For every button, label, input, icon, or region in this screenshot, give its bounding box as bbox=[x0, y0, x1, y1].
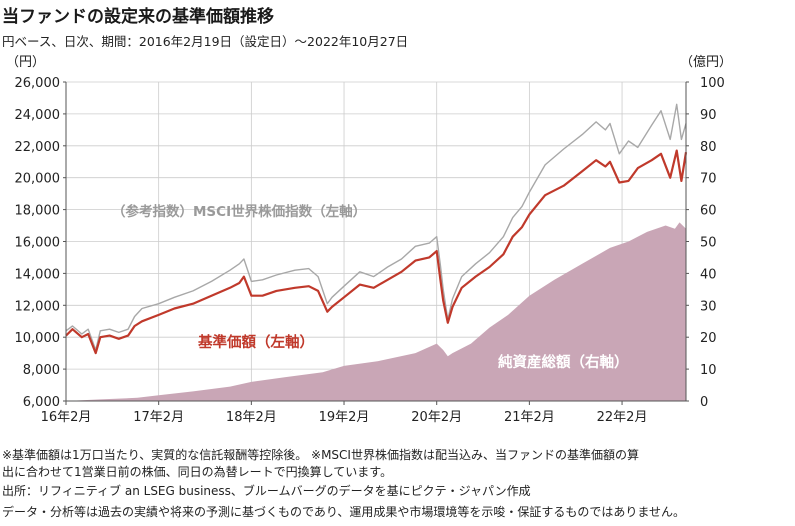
left-tick-label: 12,000 bbox=[15, 299, 61, 314]
footnote-source: 出所：リフィニティブ an LSEG business、ブルームバーグのデータを… bbox=[2, 484, 531, 498]
left-tick-label: 26,000 bbox=[15, 76, 61, 91]
x-tick-label: 17年2月 bbox=[133, 410, 184, 425]
nav-line bbox=[65, 149, 688, 355]
right-tick-label: 20 bbox=[700, 331, 717, 346]
left-tick-label: 18,000 bbox=[15, 204, 61, 219]
right-tick-label: 70 bbox=[700, 172, 717, 187]
chart-area: 6,000 0 8,000 10 10,000 20 12,000 30 14,000 40 16,… bbox=[6, 54, 732, 425]
msci-series-label: （参考指数）MSCI世界株価指数（左軸） bbox=[112, 203, 366, 220]
x-tick-label: 19年2月 bbox=[319, 410, 370, 425]
msci-line bbox=[65, 103, 687, 351]
x-tick-label: 21年2月 bbox=[504, 410, 555, 425]
aum-area-series bbox=[66, 222, 686, 401]
chart-title: 当ファンドの設定来の基準価額推移 bbox=[2, 7, 274, 27]
footnote-1: ※基準価額は1万口当たり、実質的な信託報酬等控除後。 ※MSCI世界株価指数は配… bbox=[2, 448, 639, 462]
msci-line-series bbox=[65, 103, 687, 351]
footnote-disclaimer: データ・分析等は過去の実績や将来の予測に基づくものであり、運用成果や市場環境等を… bbox=[2, 505, 686, 519]
left-tick-label: 8,000 bbox=[23, 363, 60, 378]
left-tick-label: 20,000 bbox=[15, 172, 61, 187]
footnote-2: 出に合わせて1営業日前の株価、同日の為替レートで円換算しています。 bbox=[2, 465, 393, 479]
left-axis-unit: （円） bbox=[6, 55, 45, 70]
nav-line-series bbox=[65, 149, 688, 355]
x-tick-label: 22年2月 bbox=[597, 410, 648, 425]
left-tick-label: 6,000 bbox=[23, 395, 60, 410]
right-tick-label: 100 bbox=[700, 76, 725, 91]
x-tick-label: 18年2月 bbox=[226, 410, 277, 425]
left-tick-label: 16,000 bbox=[15, 236, 61, 251]
annotations: （参考指数）MSCI世界株価指数（左軸） 基準価額（左軸） 純資産総額（右軸） bbox=[112, 203, 629, 371]
right-tick-label: 0 bbox=[700, 395, 708, 410]
aum-series-label: 純資産総額（右軸） bbox=[498, 353, 629, 371]
left-tick-label: 14,000 bbox=[15, 267, 61, 282]
right-tick-label: 40 bbox=[700, 267, 717, 282]
right-axis-unit: （億円） bbox=[680, 54, 732, 70]
chart-subtitle: 円ベース、日次、期間：2016年2月19日（設定日）～2022年10月27日 bbox=[2, 34, 409, 49]
left-tick-label: 10,000 bbox=[15, 331, 61, 346]
left-tick-label: 24,000 bbox=[15, 108, 61, 123]
aum-area bbox=[66, 222, 686, 401]
x-tick-label: 16年2月 bbox=[41, 410, 92, 425]
nav-series-label: 基準価額（左軸） bbox=[197, 333, 314, 351]
right-tick-label: 50 bbox=[700, 236, 717, 251]
right-tick-label: 80 bbox=[700, 140, 717, 155]
axes: 6,000 0 8,000 10 10,000 20 12,000 30 14,000 40 16,… bbox=[6, 54, 732, 425]
right-tick-label: 10 bbox=[700, 363, 717, 378]
right-tick-label: 60 bbox=[700, 204, 717, 219]
right-tick-label: 30 bbox=[700, 299, 717, 314]
left-tick-label: 22,000 bbox=[15, 140, 61, 155]
x-tick-label: 20年2月 bbox=[411, 410, 462, 425]
right-tick-label: 90 bbox=[700, 108, 717, 123]
